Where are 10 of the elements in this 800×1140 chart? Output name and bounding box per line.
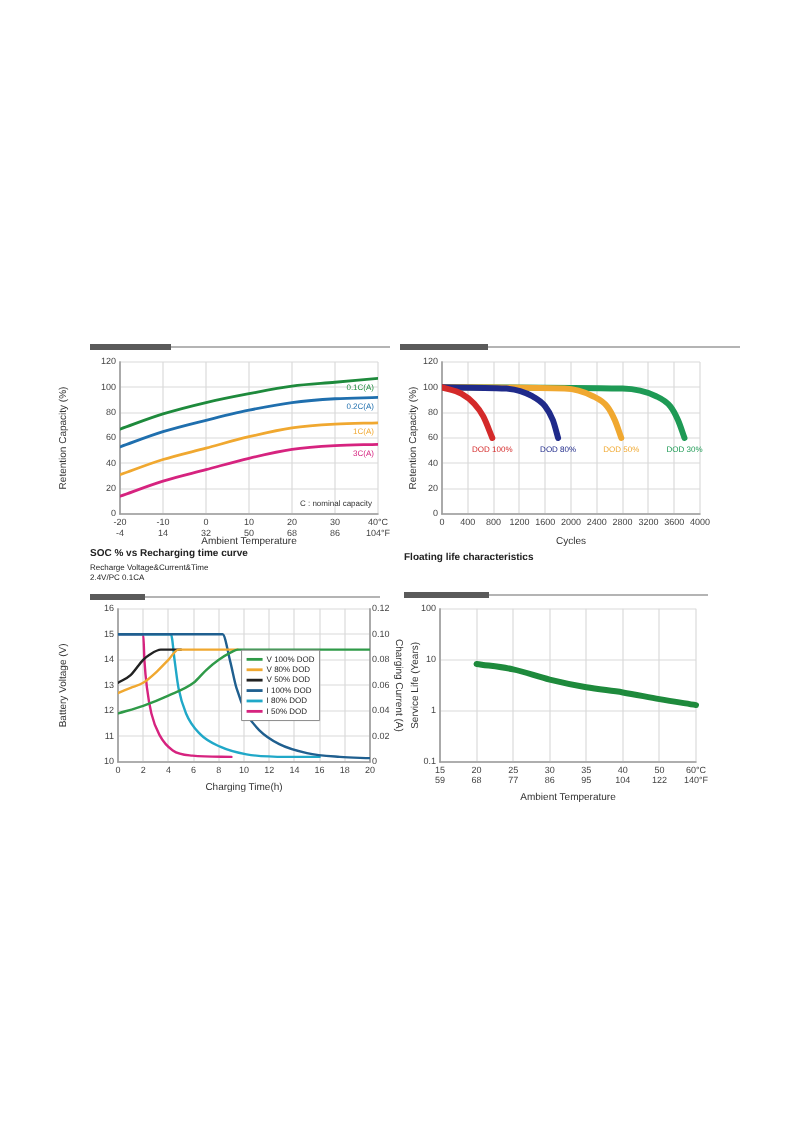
line-series bbox=[473, 660, 699, 709]
line-series bbox=[118, 648, 239, 695]
line-series bbox=[442, 384, 496, 441]
line-series bbox=[120, 396, 378, 449]
line-series bbox=[120, 377, 378, 431]
line-series bbox=[120, 442, 378, 498]
line-series bbox=[442, 384, 562, 441]
line-series bbox=[118, 648, 183, 685]
line-series bbox=[118, 648, 370, 715]
line-series bbox=[120, 421, 378, 477]
